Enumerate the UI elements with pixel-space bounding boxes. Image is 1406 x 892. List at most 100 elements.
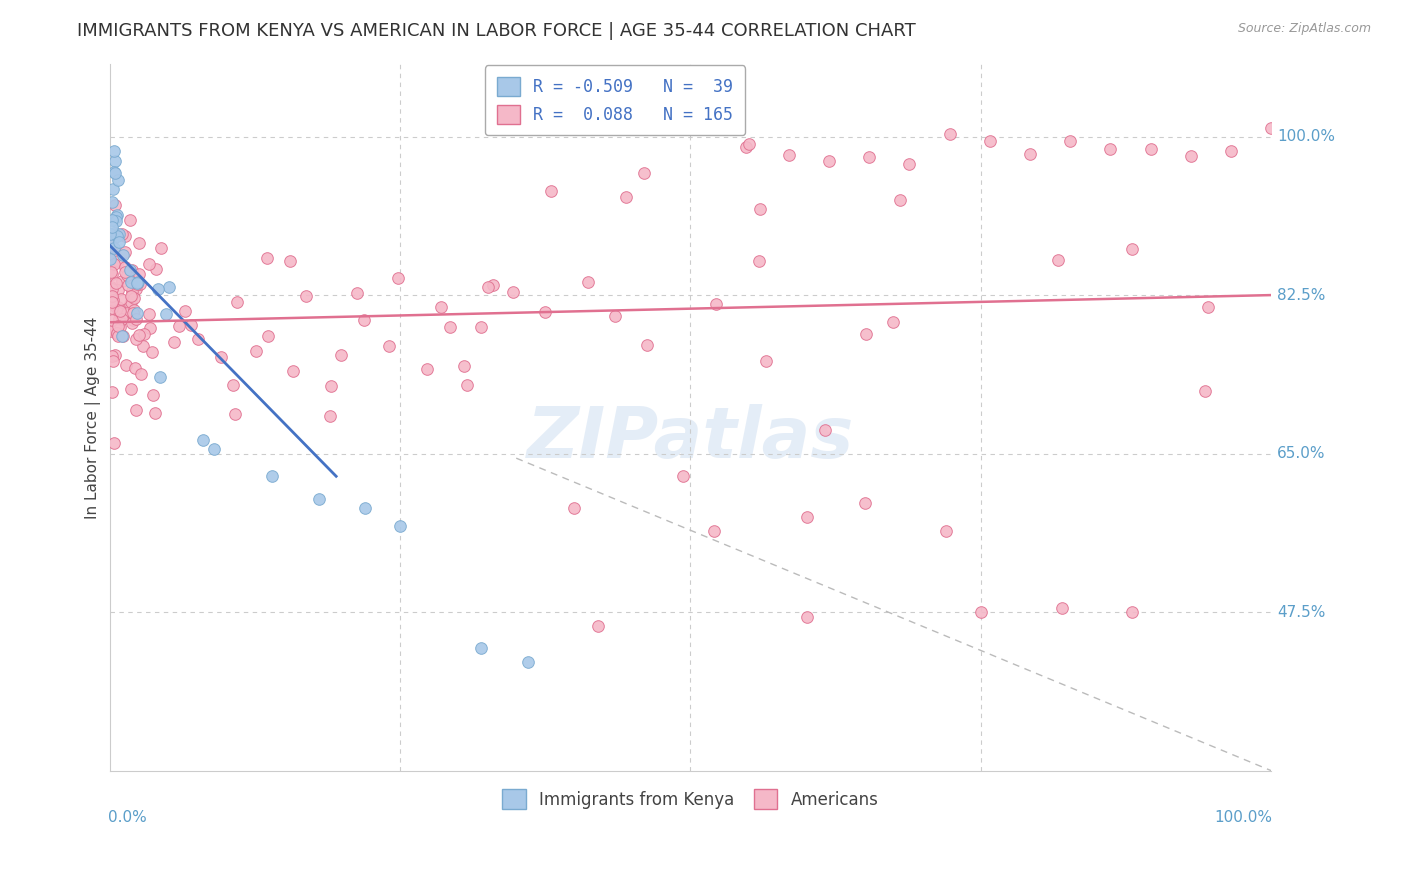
Point (127, 275, 149, 289)
Point (105, 210, 128, 224)
Point (101, 294, 124, 309)
Point (110, 227, 132, 241)
Point (1059, 134, 1081, 148)
Point (1121, 242, 1143, 256)
Text: 100.0%: 100.0% (1277, 129, 1336, 144)
Point (502, 285, 524, 299)
Point (121, 305, 143, 319)
Point (858, 150, 880, 164)
Point (101, 212, 124, 227)
Point (278, 253, 301, 268)
Point (796, 609, 818, 624)
Point (1197, 300, 1219, 314)
Point (146, 282, 169, 296)
Point (330, 348, 353, 362)
Point (118, 262, 141, 277)
Point (104, 319, 127, 334)
Point (104, 214, 127, 228)
Point (120, 289, 142, 303)
Point (614, 189, 637, 203)
Point (796, 510, 818, 524)
Text: 100.0%: 100.0% (1215, 810, 1272, 824)
Point (1194, 384, 1216, 398)
Point (737, 136, 759, 151)
Point (482, 278, 505, 293)
Point (470, 320, 492, 334)
Point (100, 324, 122, 338)
Point (163, 334, 186, 349)
Point (139, 320, 162, 334)
Point (283, 364, 305, 378)
Point (110, 304, 132, 318)
Point (748, 254, 770, 268)
Point (105, 227, 128, 241)
Point (121, 316, 143, 330)
Point (110, 328, 132, 343)
Point (456, 377, 478, 392)
Point (120, 275, 142, 289)
Point (107, 253, 129, 268)
Point (112, 248, 135, 262)
Point (104, 166, 127, 180)
Point (150, 241, 173, 255)
Point (100, 290, 122, 304)
Point (157, 280, 180, 294)
Point (1019, 147, 1042, 161)
Point (603, 310, 626, 324)
Point (100, 238, 122, 252)
Point (145, 261, 167, 276)
Text: ZIPatlas: ZIPatlas (527, 404, 855, 473)
Point (389, 519, 412, 533)
Point (222, 378, 245, 392)
Point (104, 276, 127, 290)
Point (103, 144, 125, 158)
Point (101, 195, 124, 210)
Point (111, 311, 134, 326)
Point (103, 246, 125, 260)
Point (128, 267, 150, 281)
Point (107, 326, 129, 341)
Point (778, 148, 800, 162)
Point (935, 524, 957, 538)
Point (103, 293, 125, 307)
Point (704, 297, 727, 311)
Point (107, 304, 129, 318)
Point (103, 436, 125, 450)
Point (100, 219, 122, 234)
Text: 82.5%: 82.5% (1277, 287, 1326, 302)
Point (169, 319, 191, 334)
Point (108, 235, 131, 249)
Point (224, 407, 246, 421)
Point (100, 296, 122, 310)
Point (125, 311, 148, 326)
Point (105, 229, 128, 244)
Point (121, 284, 143, 298)
Point (108, 311, 131, 326)
Text: 47.5%: 47.5% (1277, 605, 1326, 620)
Point (117, 278, 139, 293)
Point (117, 268, 139, 283)
Point (100, 301, 122, 315)
Point (633, 166, 655, 180)
Point (127, 306, 149, 320)
Point (121, 289, 143, 303)
Point (149, 369, 172, 384)
Point (101, 349, 124, 363)
Point (319, 409, 342, 424)
Point (143, 406, 166, 420)
Point (576, 275, 599, 289)
Point (129, 277, 152, 291)
Point (98, 252, 121, 266)
Y-axis label: In Labor Force | Age 35-44: In Labor Force | Age 35-44 (86, 316, 101, 518)
Point (882, 315, 904, 329)
Point (104, 300, 127, 314)
Point (586, 619, 609, 633)
Point (979, 134, 1001, 148)
Point (125, 277, 148, 291)
Point (101, 232, 124, 246)
Point (430, 301, 453, 315)
Text: Source: ZipAtlas.com: Source: ZipAtlas.com (1237, 22, 1371, 36)
Point (853, 496, 876, 510)
Point (321, 379, 343, 393)
Point (1046, 252, 1069, 267)
